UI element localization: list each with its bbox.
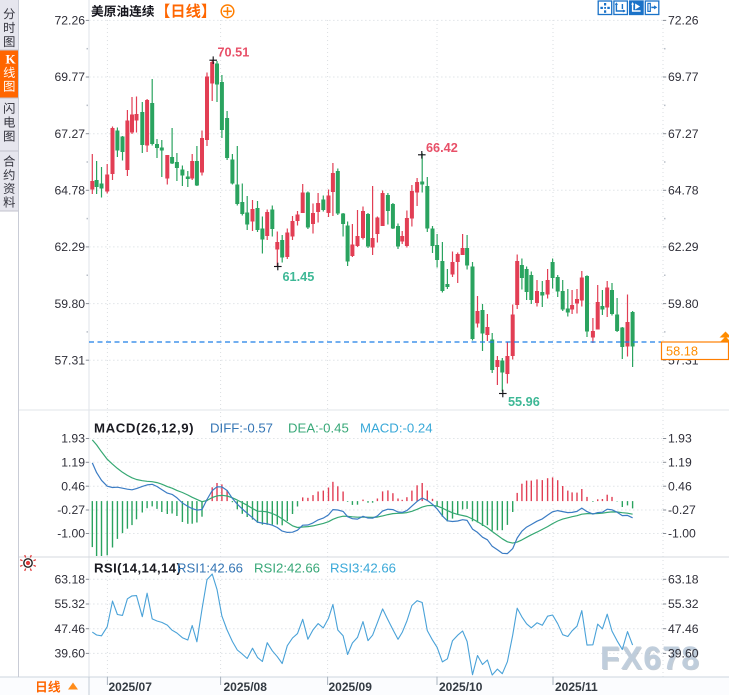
svg-text:2025/09: 2025/09	[329, 680, 373, 694]
svg-text:RSI2:42.66: RSI2:42.66	[254, 561, 320, 576]
svg-text:0.46: 0.46	[668, 479, 692, 493]
svg-text:RSI1:42.66: RSI1:42.66	[177, 561, 243, 576]
svg-text:69.77: 69.77	[668, 70, 699, 84]
svg-text:47.46: 47.46	[55, 622, 86, 636]
svg-text:63.18: 63.18	[55, 573, 86, 587]
svg-text:DEA:-0.45: DEA:-0.45	[288, 421, 349, 436]
svg-text:72.26: 72.26	[55, 14, 86, 28]
svg-text:59.80: 59.80	[55, 297, 86, 311]
svg-text:66.42: 66.42	[426, 141, 458, 155]
svg-text:2025/10: 2025/10	[439, 680, 483, 694]
svg-text:-0.27: -0.27	[668, 503, 696, 517]
svg-text:64.78: 64.78	[668, 184, 699, 198]
svg-text:-1.00: -1.00	[57, 527, 85, 541]
svg-text:1.19: 1.19	[668, 456, 692, 470]
svg-text:MACD:-0.24: MACD:-0.24	[360, 421, 433, 436]
svg-text:67.27: 67.27	[55, 127, 86, 141]
svg-text:64.78: 64.78	[55, 184, 86, 198]
svg-text:1.93: 1.93	[668, 432, 692, 446]
svg-text:47.46: 47.46	[668, 622, 699, 636]
svg-text:FX678: FX678	[601, 641, 701, 677]
svg-text:-1.00: -1.00	[668, 527, 696, 541]
svg-text:RSI3:42.66: RSI3:42.66	[330, 561, 396, 576]
svg-text:61.45: 61.45	[283, 270, 315, 284]
svg-text:63.18: 63.18	[668, 573, 699, 587]
svg-text:0.46: 0.46	[61, 479, 85, 493]
svg-text:2025/07: 2025/07	[109, 680, 153, 694]
svg-text:2025/08: 2025/08	[224, 680, 268, 694]
svg-text:FX678: FX678	[600, 640, 700, 676]
svg-text:59.80: 59.80	[668, 297, 699, 311]
svg-text:55.96: 55.96	[508, 395, 540, 409]
svg-text:DIFF:-0.57: DIFF:-0.57	[210, 421, 273, 436]
svg-text:RSI(14,14,14): RSI(14,14,14)	[94, 561, 181, 576]
svg-text:1.93: 1.93	[61, 432, 85, 446]
svg-text:-0.27: -0.27	[57, 503, 85, 517]
svg-text:55.32: 55.32	[668, 597, 699, 611]
svg-text:70.51: 70.51	[218, 46, 250, 60]
svg-text:MACD(26,12,9): MACD(26,12,9)	[94, 421, 194, 436]
svg-text:55.32: 55.32	[55, 597, 86, 611]
svg-text:62.29: 62.29	[668, 240, 699, 254]
svg-text:62.29: 62.29	[55, 240, 86, 254]
svg-text:K: K	[6, 52, 17, 67]
svg-text:2025/11: 2025/11	[555, 680, 598, 694]
svg-text:72.26: 72.26	[668, 14, 699, 28]
svg-text:57.31: 57.31	[55, 353, 86, 367]
svg-text:1.19: 1.19	[61, 456, 85, 470]
svg-text:58.18: 58.18	[666, 343, 698, 358]
svg-text:39.60: 39.60	[668, 647, 699, 661]
svg-text:67.27: 67.27	[668, 127, 699, 141]
svg-text:69.77: 69.77	[55, 70, 86, 84]
svg-text:39.60: 39.60	[55, 647, 86, 661]
